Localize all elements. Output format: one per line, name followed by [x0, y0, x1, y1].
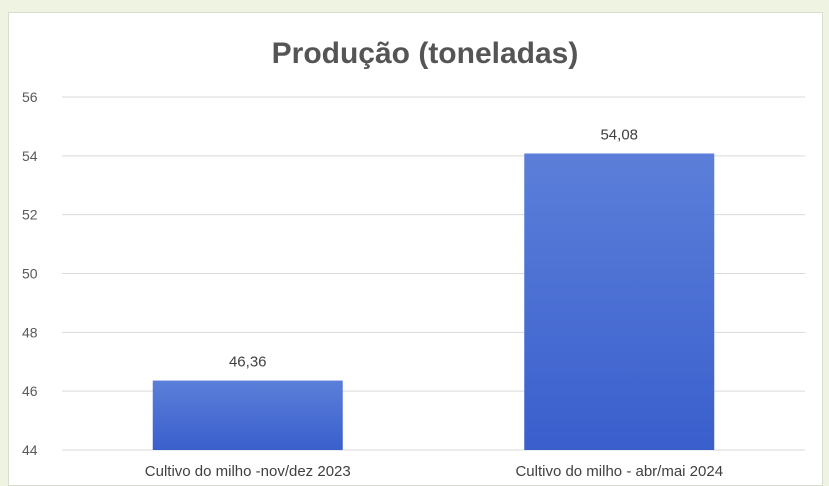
- bar: [152, 380, 343, 450]
- y-tick-label: 54: [22, 148, 38, 164]
- data-label: 46,36: [229, 354, 267, 371]
- bar: [524, 153, 715, 451]
- y-tick-label: 46: [22, 383, 38, 399]
- y-tick-label: 56: [22, 89, 38, 105]
- y-tick-label: 48: [22, 324, 38, 340]
- data-label: 54,08: [600, 126, 638, 143]
- y-tick-label: 52: [22, 207, 38, 223]
- x-axis-category-labels: Cultivo do milho -nov/dez 2023 Cultivo do…: [145, 463, 723, 480]
- data-labels: 46,36 54,08: [229, 126, 638, 370]
- y-axis-tick-labels: 44 46 48 50 52 54 56: [22, 89, 38, 458]
- chart-title: Produção (toneladas): [272, 37, 579, 70]
- y-tick-label: 50: [22, 266, 38, 282]
- y-tick-label: 44: [22, 442, 38, 458]
- bars: [152, 153, 715, 451]
- x-category-label: Cultivo do milho - abr/mai 2024: [515, 463, 723, 480]
- x-category-label: Cultivo do milho -nov/dez 2023: [145, 463, 351, 480]
